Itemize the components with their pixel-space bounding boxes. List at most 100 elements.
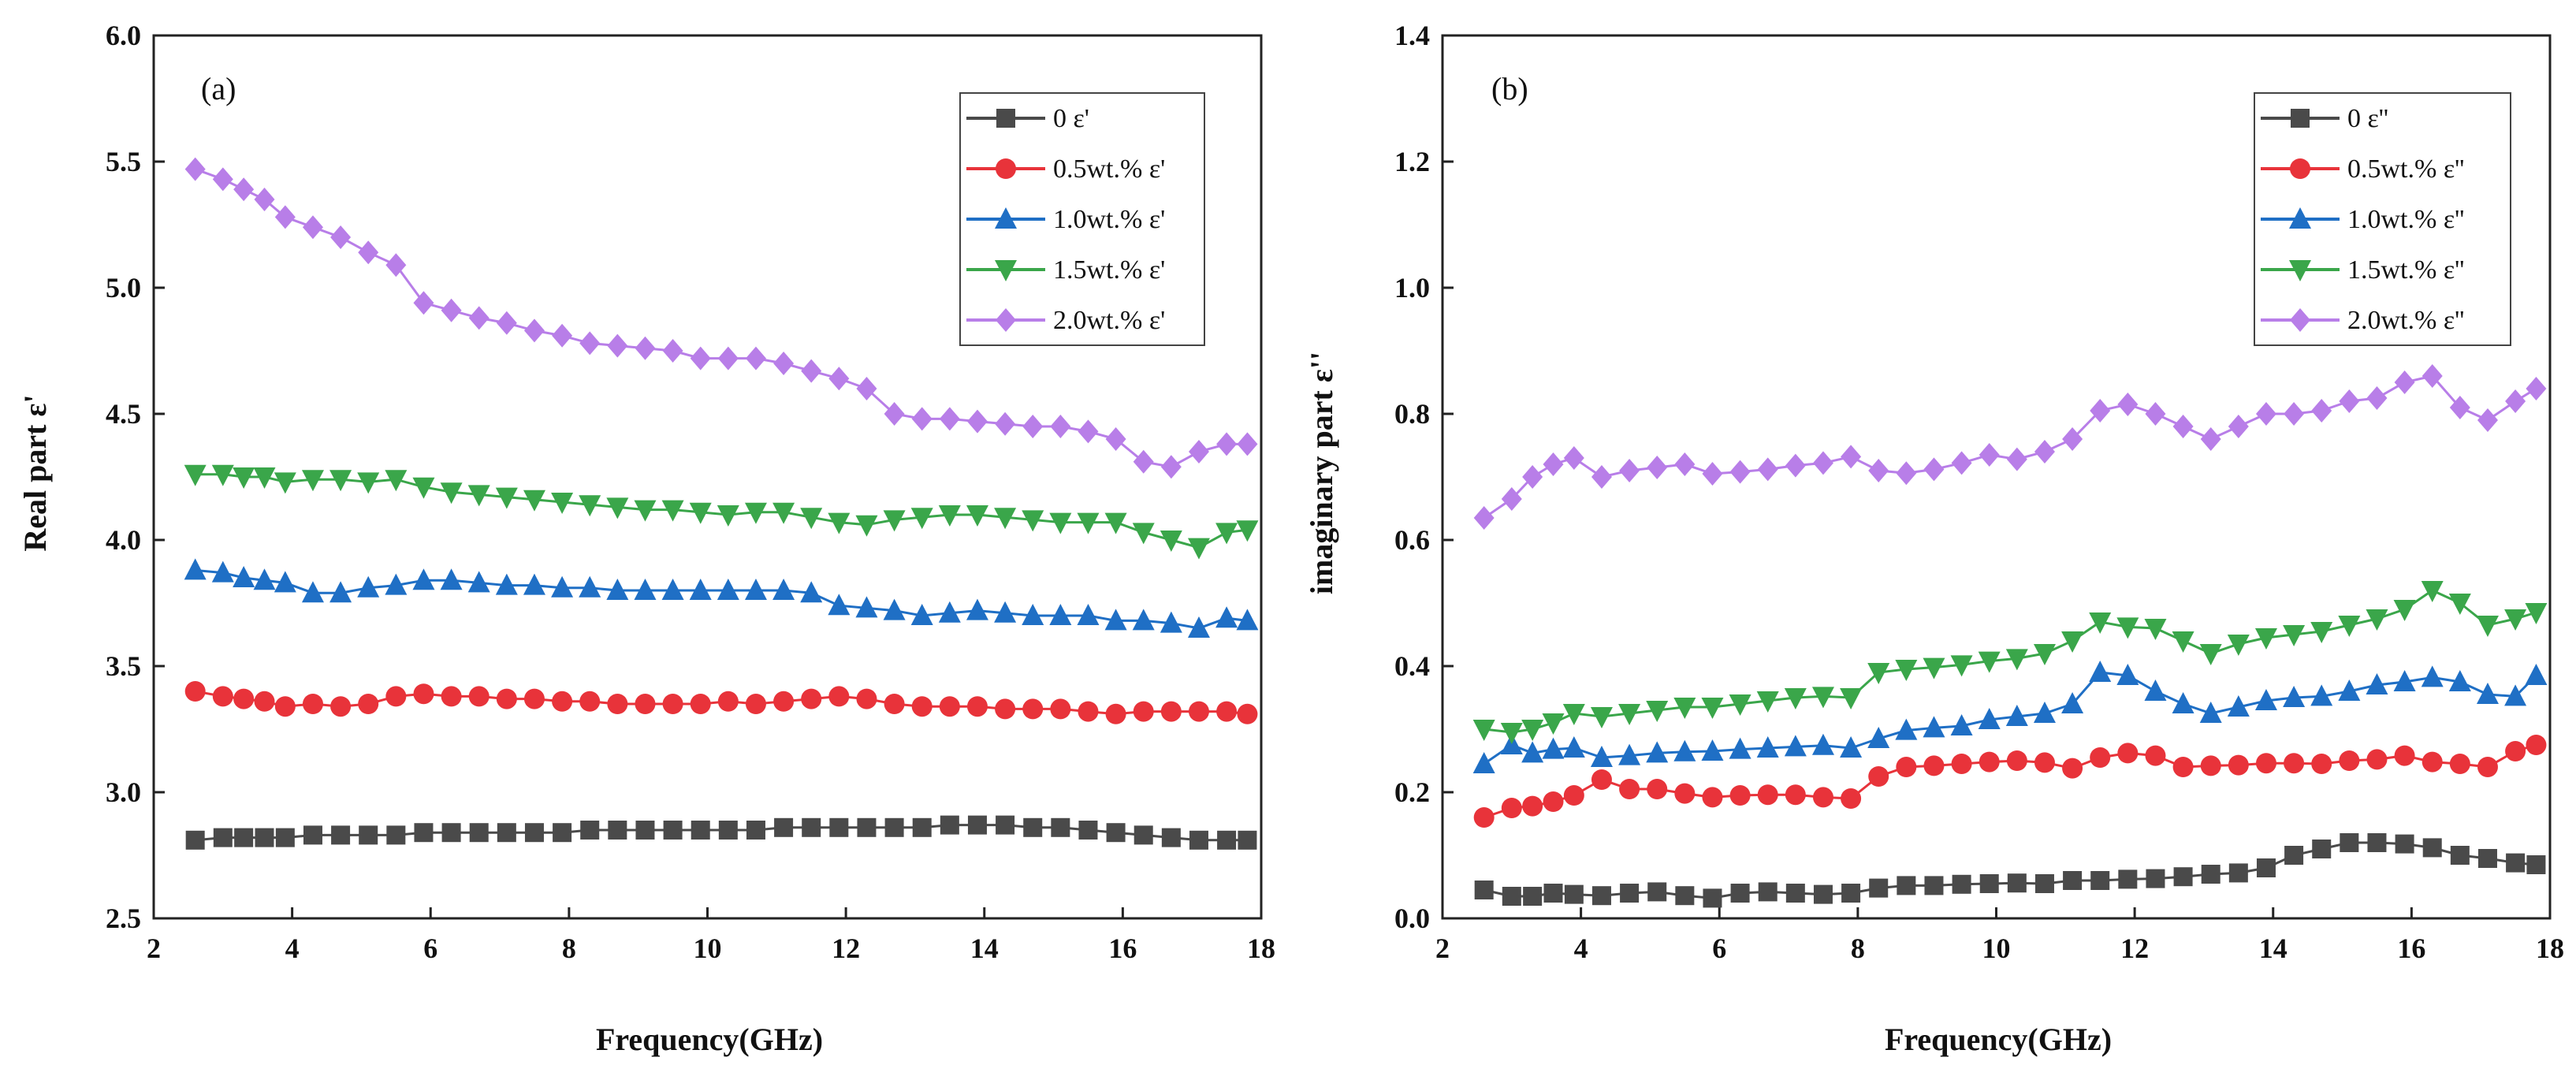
data-point (1106, 823, 1126, 843)
data-point (441, 298, 462, 322)
data-point (910, 508, 933, 530)
data-point (2284, 846, 2304, 865)
x-tick-label: 16 (1108, 933, 1137, 964)
data-point (1050, 415, 1071, 438)
data-point (234, 828, 254, 847)
data-point (2422, 364, 2443, 388)
data-point (773, 691, 795, 712)
data-point (1757, 784, 1778, 806)
data-point (2063, 871, 2083, 890)
chart-panel-a: Real part ε' Frequency(GHz) (a) 2 4 6 8 10 12… (17, 20, 1275, 1057)
data-point (2283, 625, 2306, 646)
data-point (1979, 874, 1999, 893)
data-point (1619, 779, 1640, 799)
data-point (2005, 649, 2028, 671)
legend-b: 0 ε'' 0.5wt.% ε'' 1.0wt.% ε'' 1.5wt.% ε'' 2.… (2254, 92, 2511, 346)
data-point (2061, 631, 2084, 653)
series-group-a (184, 157, 1259, 850)
data-point (1978, 708, 2001, 729)
legend-label: 1.5wt.% ε' (1053, 255, 1165, 285)
data-point (1543, 884, 1563, 903)
data-point (1618, 743, 1641, 765)
data-point (1923, 755, 1945, 776)
data-point (1104, 512, 1127, 534)
data-point (330, 696, 352, 717)
y-tick-label: 3.0 (106, 776, 141, 808)
data-point (1022, 698, 1044, 720)
data-point (1950, 655, 1973, 677)
data-point (1952, 874, 1971, 894)
data-point (856, 377, 877, 400)
data-point (1104, 609, 1127, 631)
y-tick-label: 5.5 (106, 146, 141, 177)
legend-a: 0 ε' 0.5wt.% ε' 1.0wt.% ε' 1.5wt.% ε' 2.0wt.… (959, 92, 1205, 346)
data-point (2089, 612, 2112, 634)
y-tick-label: 2.5 (106, 903, 141, 934)
data-point (996, 815, 1015, 835)
data-point (523, 490, 545, 512)
data-point (1022, 510, 1044, 532)
data-point (1703, 888, 1722, 908)
data-point (1562, 704, 1585, 725)
data-point (1187, 538, 1210, 560)
data-point (213, 828, 233, 847)
data-point (1812, 451, 1833, 475)
data-point (2061, 692, 2084, 713)
data-point (689, 579, 712, 600)
data-point (2201, 865, 2220, 884)
legend-marker (995, 207, 1017, 229)
data-point (580, 821, 600, 840)
data-point (1785, 453, 1806, 478)
data-point (828, 367, 850, 391)
x-tick-label: 8 (562, 933, 576, 964)
data-point (1051, 817, 1070, 837)
legend-label: 0 ε' (1053, 104, 1089, 133)
data-point (2450, 846, 2470, 865)
data-point (744, 579, 767, 600)
data-point (274, 696, 296, 717)
data-point (467, 571, 490, 593)
data-point (2394, 745, 2415, 766)
data-point (1543, 452, 1564, 476)
data-point (939, 407, 960, 431)
x-tick-label: 6 (423, 933, 437, 964)
data-point (579, 331, 601, 356)
data-point (2089, 661, 2112, 682)
data-point (495, 487, 518, 509)
data-point (1215, 523, 1238, 545)
data-point (1160, 611, 1182, 633)
data-point (1472, 720, 1495, 741)
data-point (2421, 665, 2444, 687)
series-line (195, 690, 1248, 716)
data-point (1812, 787, 1833, 808)
data-point (1542, 737, 1565, 759)
data-point (1077, 604, 1100, 625)
legend-label: 0.5wt.% ε'' (2347, 155, 2464, 184)
data-point (2284, 402, 2305, 426)
data-point (1078, 701, 1099, 722)
data-point (303, 825, 322, 845)
data-point (966, 505, 988, 527)
data-point (1978, 651, 2001, 673)
panel-label-a: (a) (201, 71, 236, 106)
y-tick-label: 3.5 (106, 650, 141, 682)
x-tick-label: 2 (1435, 933, 1450, 964)
data-point (1050, 698, 1071, 720)
x-tick-label: 12 (832, 933, 860, 964)
data-point (233, 688, 255, 709)
data-point (301, 581, 324, 603)
data-point (2172, 631, 2194, 653)
data-point (414, 823, 434, 843)
data-point (2255, 753, 2276, 774)
data-point (523, 318, 545, 343)
data-point (1840, 736, 1863, 758)
y-tick-label: 5.0 (106, 272, 141, 303)
data-point (551, 575, 574, 598)
data-point (1591, 465, 1612, 489)
data-point (2506, 853, 2526, 873)
data-point (1840, 688, 1863, 709)
data-point (1188, 440, 1209, 464)
data-point (2421, 581, 2444, 602)
data-point (1841, 788, 1862, 809)
data-point (440, 482, 463, 504)
